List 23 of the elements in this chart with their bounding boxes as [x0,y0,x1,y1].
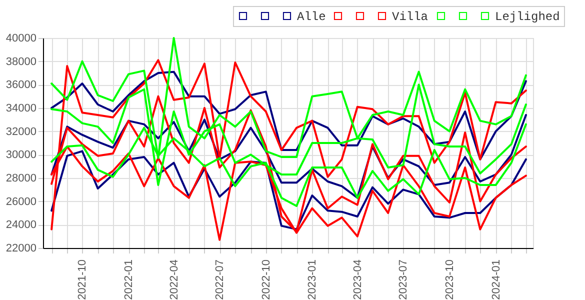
x-tick-label: 2021-10 [76,260,89,300]
y-tick-label: 30000 [6,149,36,162]
y-tick-label: 36000 [6,79,36,92]
y-tick-label: 32000 [6,126,36,138]
x-tick-label: 2023-04 [352,260,364,300]
x-tick-label: 2023-01 [306,260,319,300]
x-tick-label: 2022-04 [168,260,180,300]
y-tick-label: 34000 [6,102,36,114]
y-tick-label: 38000 [6,56,36,68]
y-tick-label: 28000 [6,172,36,184]
x-tick-label: 2022-07 [214,260,226,300]
x-tick-label: 2024-01 [490,260,502,300]
legend-label: Lejlighed [495,10,560,24]
x-tick-label: 2023-07 [398,260,410,300]
y-tick-label: 22000 [6,242,36,254]
y-tick-label: 24000 [6,219,36,232]
y-tick-label: 40000 [6,32,36,44]
legend-label: Alle [297,10,326,24]
x-tick-label: 2022-10 [260,260,272,300]
legend-label: Villa [392,10,428,24]
x-tick-label: 2022-01 [123,260,136,300]
y-tick-label: 26000 [6,196,36,208]
x-tick-label: 2023-10 [444,260,456,300]
